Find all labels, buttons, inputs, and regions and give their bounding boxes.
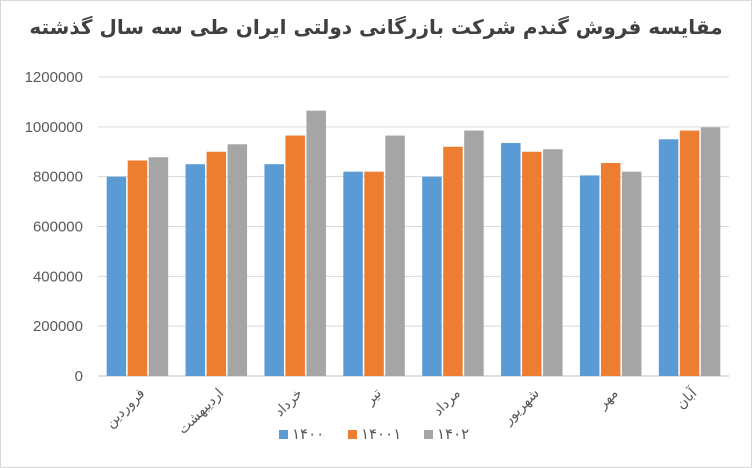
bar bbox=[422, 176, 442, 376]
bar bbox=[621, 171, 642, 376]
bar bbox=[285, 135, 305, 376]
bar bbox=[543, 149, 563, 376]
bar bbox=[700, 127, 721, 376]
y-tick-label: 0 bbox=[75, 368, 83, 385]
legend: ۱۴۰۰ ۱۴۰۰۱ ۱۴۰۲ bbox=[279, 425, 469, 443]
bar bbox=[464, 130, 484, 376]
x-tick-label: مهر bbox=[594, 386, 621, 413]
legend-label: ۱۴۰۰۱ bbox=[361, 425, 401, 443]
x-tick-label: اردیبهشت bbox=[175, 386, 227, 438]
x-tick-label: مرداد bbox=[430, 386, 464, 420]
x-tick-label: آبان bbox=[673, 384, 702, 413]
bar bbox=[522, 151, 542, 376]
y-tick-label: 200000 bbox=[33, 318, 83, 335]
legend-label: ۱۴۰۲ bbox=[437, 425, 469, 443]
y-tick-label: 1200000 bbox=[25, 69, 83, 86]
bar bbox=[600, 162, 621, 376]
bar bbox=[385, 135, 405, 376]
chart-title: مقایسه فروش گندم شرکت بازرگانی دولتی ایر… bbox=[29, 15, 722, 39]
bar bbox=[264, 164, 284, 376]
y-tick-label: 800000 bbox=[33, 169, 83, 186]
bar bbox=[306, 110, 326, 376]
x-axis-ticks: فروردین اردیبهشت خرداد تیر مرداد شهریور مهر آبا… bbox=[102, 384, 701, 438]
bar bbox=[206, 151, 227, 376]
y-tick-label: 400000 bbox=[33, 268, 83, 285]
y-tick-label: 1000000 bbox=[25, 119, 83, 136]
bar bbox=[658, 139, 679, 376]
bar bbox=[443, 146, 463, 376]
bar bbox=[364, 171, 384, 376]
bar bbox=[501, 143, 521, 376]
legend-swatch bbox=[424, 430, 433, 439]
x-tick-label: فروردین bbox=[102, 386, 148, 432]
bars bbox=[106, 110, 721, 376]
bar bbox=[343, 171, 363, 376]
legend-label: ۱۴۰۰ bbox=[292, 425, 324, 443]
bar bbox=[185, 164, 206, 376]
y-tick-label: 600000 bbox=[33, 219, 83, 236]
legend-swatch bbox=[279, 430, 288, 439]
x-tick-label: خرداد bbox=[272, 386, 306, 420]
bar bbox=[106, 176, 127, 376]
bar bbox=[679, 130, 700, 376]
x-tick-label: شهریور bbox=[500, 386, 543, 429]
bar bbox=[148, 157, 169, 376]
legend-swatch bbox=[348, 430, 357, 439]
y-axis-ticks: 0 200000 400000 600000 800000 1000000 1200000 bbox=[25, 69, 83, 385]
bar bbox=[227, 144, 248, 376]
x-tick-label: تیر bbox=[362, 385, 385, 408]
bar bbox=[127, 160, 148, 376]
bar bbox=[579, 175, 600, 376]
